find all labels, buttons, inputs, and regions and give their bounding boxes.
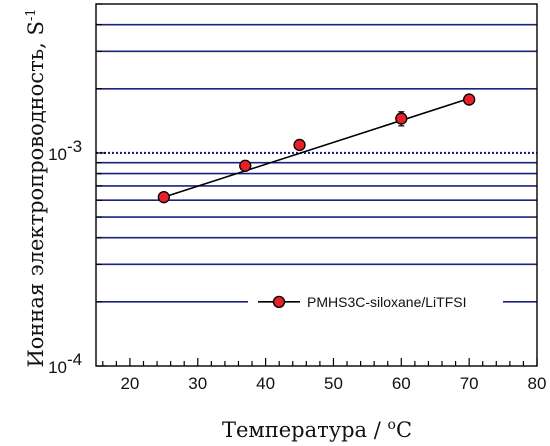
x-tick-label: 60 — [392, 374, 411, 393]
y-axis-title: Ионная электропроводность, S-1 — [24, 8, 48, 367]
x-tick-label: 70 — [460, 374, 479, 393]
y-tick-exponent: -4 — [67, 350, 82, 369]
data-point — [239, 159, 252, 172]
y-axis-title-sup: -1 — [24, 8, 39, 21]
x-tick-label: 30 — [188, 374, 207, 393]
x-axis-title: Температура / oC — [222, 417, 412, 442]
data-point — [293, 138, 306, 152]
y-tick-exponent: -3 — [67, 137, 82, 156]
x-axis-title-unit-sup: o — [388, 417, 396, 433]
x-tick-label: 50 — [324, 374, 343, 393]
grid-lines — [96, 23, 537, 303]
x-tick-label: 80 — [528, 374, 547, 393]
legend-label: PMHS3C-siloxane/LiTFSI — [307, 294, 467, 310]
y-axis-title-text: Ионная электропроводность, S — [24, 21, 48, 367]
data-series — [157, 93, 476, 204]
x-tick-label: 20 — [120, 374, 139, 393]
y-tick-label: 10 — [48, 358, 67, 377]
data-point — [395, 112, 408, 125]
legend: PMHS3C-siloxane/LiTFSI — [248, 291, 503, 312]
fit-line — [163, 97, 470, 198]
y-tick-label: 10 — [48, 145, 67, 164]
x-tick-label: 40 — [256, 374, 275, 393]
x-axis-title-text: Температура / — [222, 418, 388, 442]
legend-box — [248, 291, 503, 312]
x-axis-title-unit: C — [396, 418, 412, 442]
data-point — [157, 191, 170, 204]
legend-marker-swatch — [272, 295, 286, 309]
plot-frame — [95, 3, 538, 367]
data-point — [463, 93, 476, 106]
